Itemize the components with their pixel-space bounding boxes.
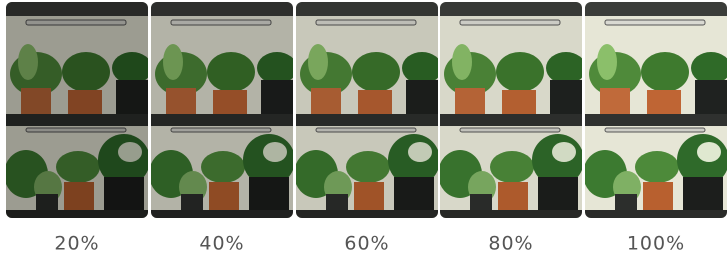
brightness-label: 20% (54, 233, 99, 255)
photo (583, 2, 727, 218)
photo (4, 2, 152, 218)
photo (438, 2, 586, 218)
photo-panel (583, 2, 727, 218)
brightness-overlay (296, 2, 438, 218)
photo-panel (294, 2, 442, 218)
page: {"panels": [{"label": "20%"}, {"label": … (0, 0, 727, 258)
photo (149, 2, 297, 218)
brightness-overlay (151, 2, 293, 218)
brightness-overlay (440, 2, 582, 218)
photo-panel (149, 2, 297, 218)
brightness-label: 60% (344, 233, 389, 255)
brightness-label: 80% (488, 233, 533, 255)
photo (294, 2, 442, 218)
photo-panel (438, 2, 586, 218)
brightness-overlay (6, 2, 148, 218)
brightness-label: 100% (627, 233, 685, 255)
brightness-label: 40% (199, 233, 244, 255)
photo-panel (4, 2, 152, 218)
brightness-comparison: 20% 40% 60% 80% 100% (0, 0, 727, 258)
